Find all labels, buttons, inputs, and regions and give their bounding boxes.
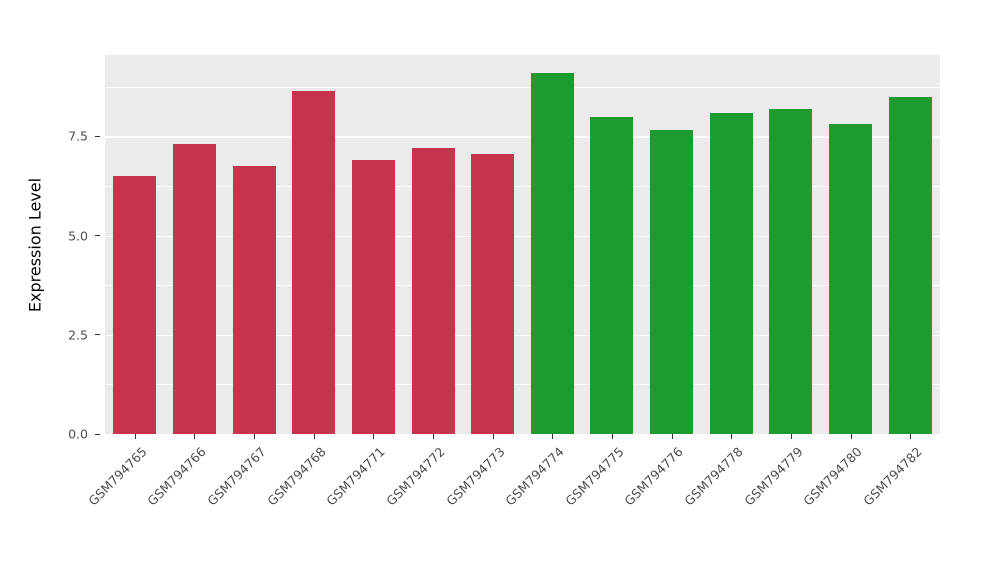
x-tick-mark <box>134 434 136 439</box>
y-tick-label: 0.0 <box>68 426 88 442</box>
x-tick-mark <box>910 434 912 439</box>
x-tick-mark <box>790 434 792 439</box>
x-tick-mark <box>433 434 435 439</box>
gridline-minor <box>105 384 940 386</box>
y-tick-mark <box>95 433 100 435</box>
bar-GSM794776 <box>650 130 694 434</box>
bar-GSM794775 <box>590 116 634 434</box>
gridline-minor <box>105 185 940 187</box>
x-tick-mark <box>373 434 375 439</box>
x-tick-mark <box>671 434 673 439</box>
x-tick-label: GSM794782 <box>860 444 925 509</box>
bar-GSM794765 <box>113 176 157 434</box>
x-tick-label: GSM794780 <box>800 444 866 509</box>
x-tick-mark <box>850 434 852 439</box>
bar-GSM794768 <box>292 90 336 434</box>
x-tick-label: GSM794766 <box>144 444 210 509</box>
bar-GSM794767 <box>232 166 276 434</box>
y-tick-mark <box>95 135 100 137</box>
x-tick-label: GSM794771 <box>323 444 388 509</box>
x-tick-mark <box>492 434 494 439</box>
x-tick-label: GSM794768 <box>263 444 329 509</box>
y-tick-label: 5.0 <box>68 228 88 244</box>
x-tick-mark <box>194 434 196 439</box>
x-tick-label: GSM794776 <box>621 444 687 509</box>
x-tick-mark <box>254 434 256 439</box>
bar-GSM794773 <box>471 154 515 434</box>
gridline-major <box>105 334 940 337</box>
bar-GSM794779 <box>769 108 813 434</box>
gridline-major <box>105 235 940 238</box>
y-tick-label: 7.5 <box>68 128 88 144</box>
x-tick-label: GSM794773 <box>442 444 508 509</box>
bar-GSM794774 <box>530 72 574 434</box>
bar-GSM794778 <box>709 112 753 434</box>
x-tick-label: GSM794775 <box>562 444 627 509</box>
y-tick-mark <box>95 235 100 237</box>
bar-GSM794782 <box>888 96 932 434</box>
bar-GSM794771 <box>351 160 395 434</box>
gridline-major <box>105 434 940 436</box>
x-tick-label: GSM794772 <box>383 444 448 509</box>
plot-panel <box>105 55 940 436</box>
x-tick-label: GSM794765 <box>84 444 150 509</box>
bar-GSM794766 <box>172 144 216 434</box>
x-axis: GSM794765 GSM794766 GSM794767 GSM794768 GSM7… <box>85 434 940 554</box>
gridline-major <box>105 136 940 138</box>
bar-GSM794780 <box>829 124 872 434</box>
y-tick-label: 2.5 <box>68 327 88 343</box>
x-tick-mark <box>611 434 613 439</box>
gridline-minor <box>105 285 940 286</box>
y-axis: 0.0 2.5 5.0 7.5 <box>0 55 100 442</box>
x-tick-mark <box>552 434 554 439</box>
gridline-minor <box>105 86 940 88</box>
x-tick-label: GSM794774 <box>502 444 567 509</box>
x-tick-mark <box>313 434 315 439</box>
y-tick-mark <box>95 334 100 336</box>
x-tick-label: GSM794767 <box>204 444 269 509</box>
x-tick-label: GSM794778 <box>681 444 746 509</box>
bar-GSM794772 <box>411 148 455 434</box>
x-tick-mark <box>731 434 733 439</box>
x-tick-label: GSM794779 <box>741 444 806 509</box>
